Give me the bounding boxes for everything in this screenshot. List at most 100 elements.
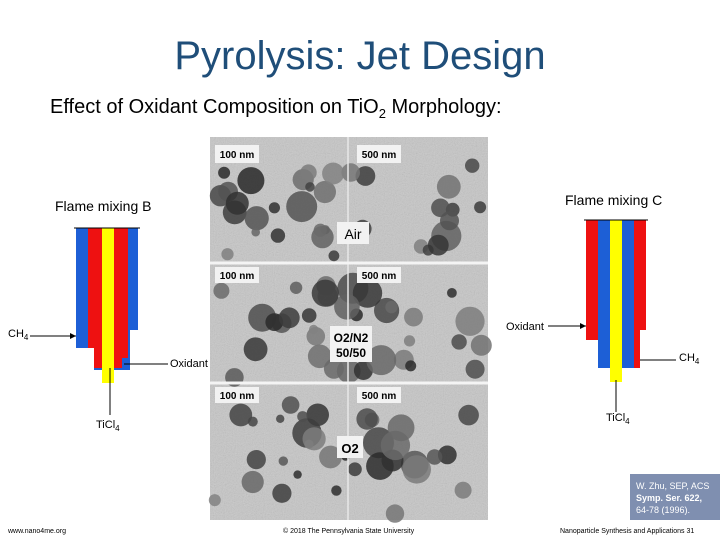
particle <box>313 180 336 204</box>
particle <box>265 313 284 331</box>
oxidant-arrow-head <box>580 323 586 329</box>
particle <box>366 345 397 376</box>
particle <box>313 223 327 237</box>
scalebar-box <box>215 267 259 283</box>
particle <box>289 281 303 294</box>
particle <box>437 445 457 465</box>
particle <box>243 337 268 362</box>
right-ch4-label: CH4 <box>679 352 700 367</box>
particle <box>385 504 405 523</box>
particle <box>293 470 302 479</box>
scalebar-label: 100 nm <box>220 150 255 161</box>
scalebar-box <box>357 267 401 283</box>
condition-label: Air <box>344 226 361 242</box>
particle <box>297 411 308 422</box>
particle <box>403 335 416 347</box>
footer-page-info: Nanoparticle Synthesis and Applications … <box>560 528 695 535</box>
particle <box>341 163 361 182</box>
particle <box>331 485 342 496</box>
jet-red-nozzle-right <box>114 348 122 368</box>
particle <box>311 279 339 307</box>
particle <box>272 483 292 503</box>
scalebar-label: 500 nm <box>362 271 397 282</box>
particle <box>426 449 443 465</box>
particle <box>241 470 264 494</box>
particle <box>328 250 340 262</box>
footer-website: www.nano4me.org <box>8 528 66 535</box>
footer-copyright: © 2018 The Pennsylvania State University <box>283 528 415 535</box>
left-oxidant-label: Oxidant <box>170 358 208 370</box>
particle <box>309 324 319 334</box>
particle <box>455 306 485 336</box>
particle <box>300 164 317 181</box>
scalebar-box <box>215 145 259 163</box>
jet-yellow-center <box>610 220 622 382</box>
particle <box>322 162 345 185</box>
particle <box>451 334 467 350</box>
particle <box>356 408 378 430</box>
particle <box>447 288 457 298</box>
particle <box>404 307 423 327</box>
condition-box <box>330 326 372 362</box>
particle <box>208 494 221 507</box>
flame-mixing-b-label: Flame mixing B <box>55 198 152 214</box>
condition-label: O2/N2 <box>334 331 369 345</box>
particle <box>454 481 472 499</box>
slide-subtitle: Effect of Oxidant Composition on TiO2 Mo… <box>50 96 502 121</box>
particle <box>458 404 479 426</box>
citation-line: W. Zhu, SEP, ACS <box>636 481 710 491</box>
particle <box>301 308 317 323</box>
particle <box>278 307 300 329</box>
particle <box>268 202 280 214</box>
ch4-arrow-head <box>70 333 76 339</box>
scalebar-label: 500 nm <box>362 150 397 161</box>
particle <box>286 191 318 223</box>
condition-box <box>337 436 363 458</box>
jet-red-outer-left <box>586 220 616 368</box>
particle <box>276 414 285 423</box>
citation-background <box>630 474 720 520</box>
particle <box>352 278 383 308</box>
particle <box>278 456 288 466</box>
citation: W. Zhu, SEP, ACS Symp. Ser. 622, 64-78 (… <box>636 480 709 516</box>
particle <box>348 462 362 477</box>
flame-mixing-c-label: Flame mixing C <box>565 192 663 208</box>
citation-line: Symp. Ser. 622, <box>636 493 703 503</box>
particle <box>213 282 230 299</box>
particle <box>237 167 265 195</box>
condition-label: O2 <box>341 441 358 456</box>
particle <box>221 248 234 261</box>
particle <box>246 450 266 470</box>
particle <box>427 234 449 256</box>
scalebar-label: 100 nm <box>220 391 255 402</box>
particle <box>402 455 431 484</box>
jet-diagram-b <box>30 227 168 415</box>
scalebar-box <box>357 387 401 403</box>
citation-line: 64-78 (1996). <box>636 505 691 515</box>
particle <box>281 396 300 414</box>
particle <box>470 334 492 356</box>
particle <box>307 344 332 369</box>
scalebar-box <box>357 145 401 163</box>
particle <box>319 445 342 469</box>
scalebar-label: 500 nm <box>362 391 397 402</box>
particle <box>440 211 459 231</box>
micrograph-panel: 100 nm 500 nm Air 100 nm 500 nm O2/N2 50… <box>208 137 492 523</box>
particle <box>405 360 417 372</box>
particle <box>229 403 253 427</box>
particle <box>225 191 249 215</box>
particle <box>305 182 315 192</box>
right-ticl4-label: TiCl4 <box>606 412 630 427</box>
particle <box>385 300 398 314</box>
particle <box>302 427 326 451</box>
particle <box>270 228 286 243</box>
jet-red-left <box>88 228 102 348</box>
jet-yellow-center <box>102 228 114 383</box>
jet-blue-left <box>598 220 610 368</box>
right-oxidant-label: Oxidant <box>506 321 544 333</box>
jet-red-nozzle-left <box>94 348 102 368</box>
particle <box>244 206 269 231</box>
jet-blue-right <box>622 220 634 368</box>
particle <box>334 294 360 320</box>
